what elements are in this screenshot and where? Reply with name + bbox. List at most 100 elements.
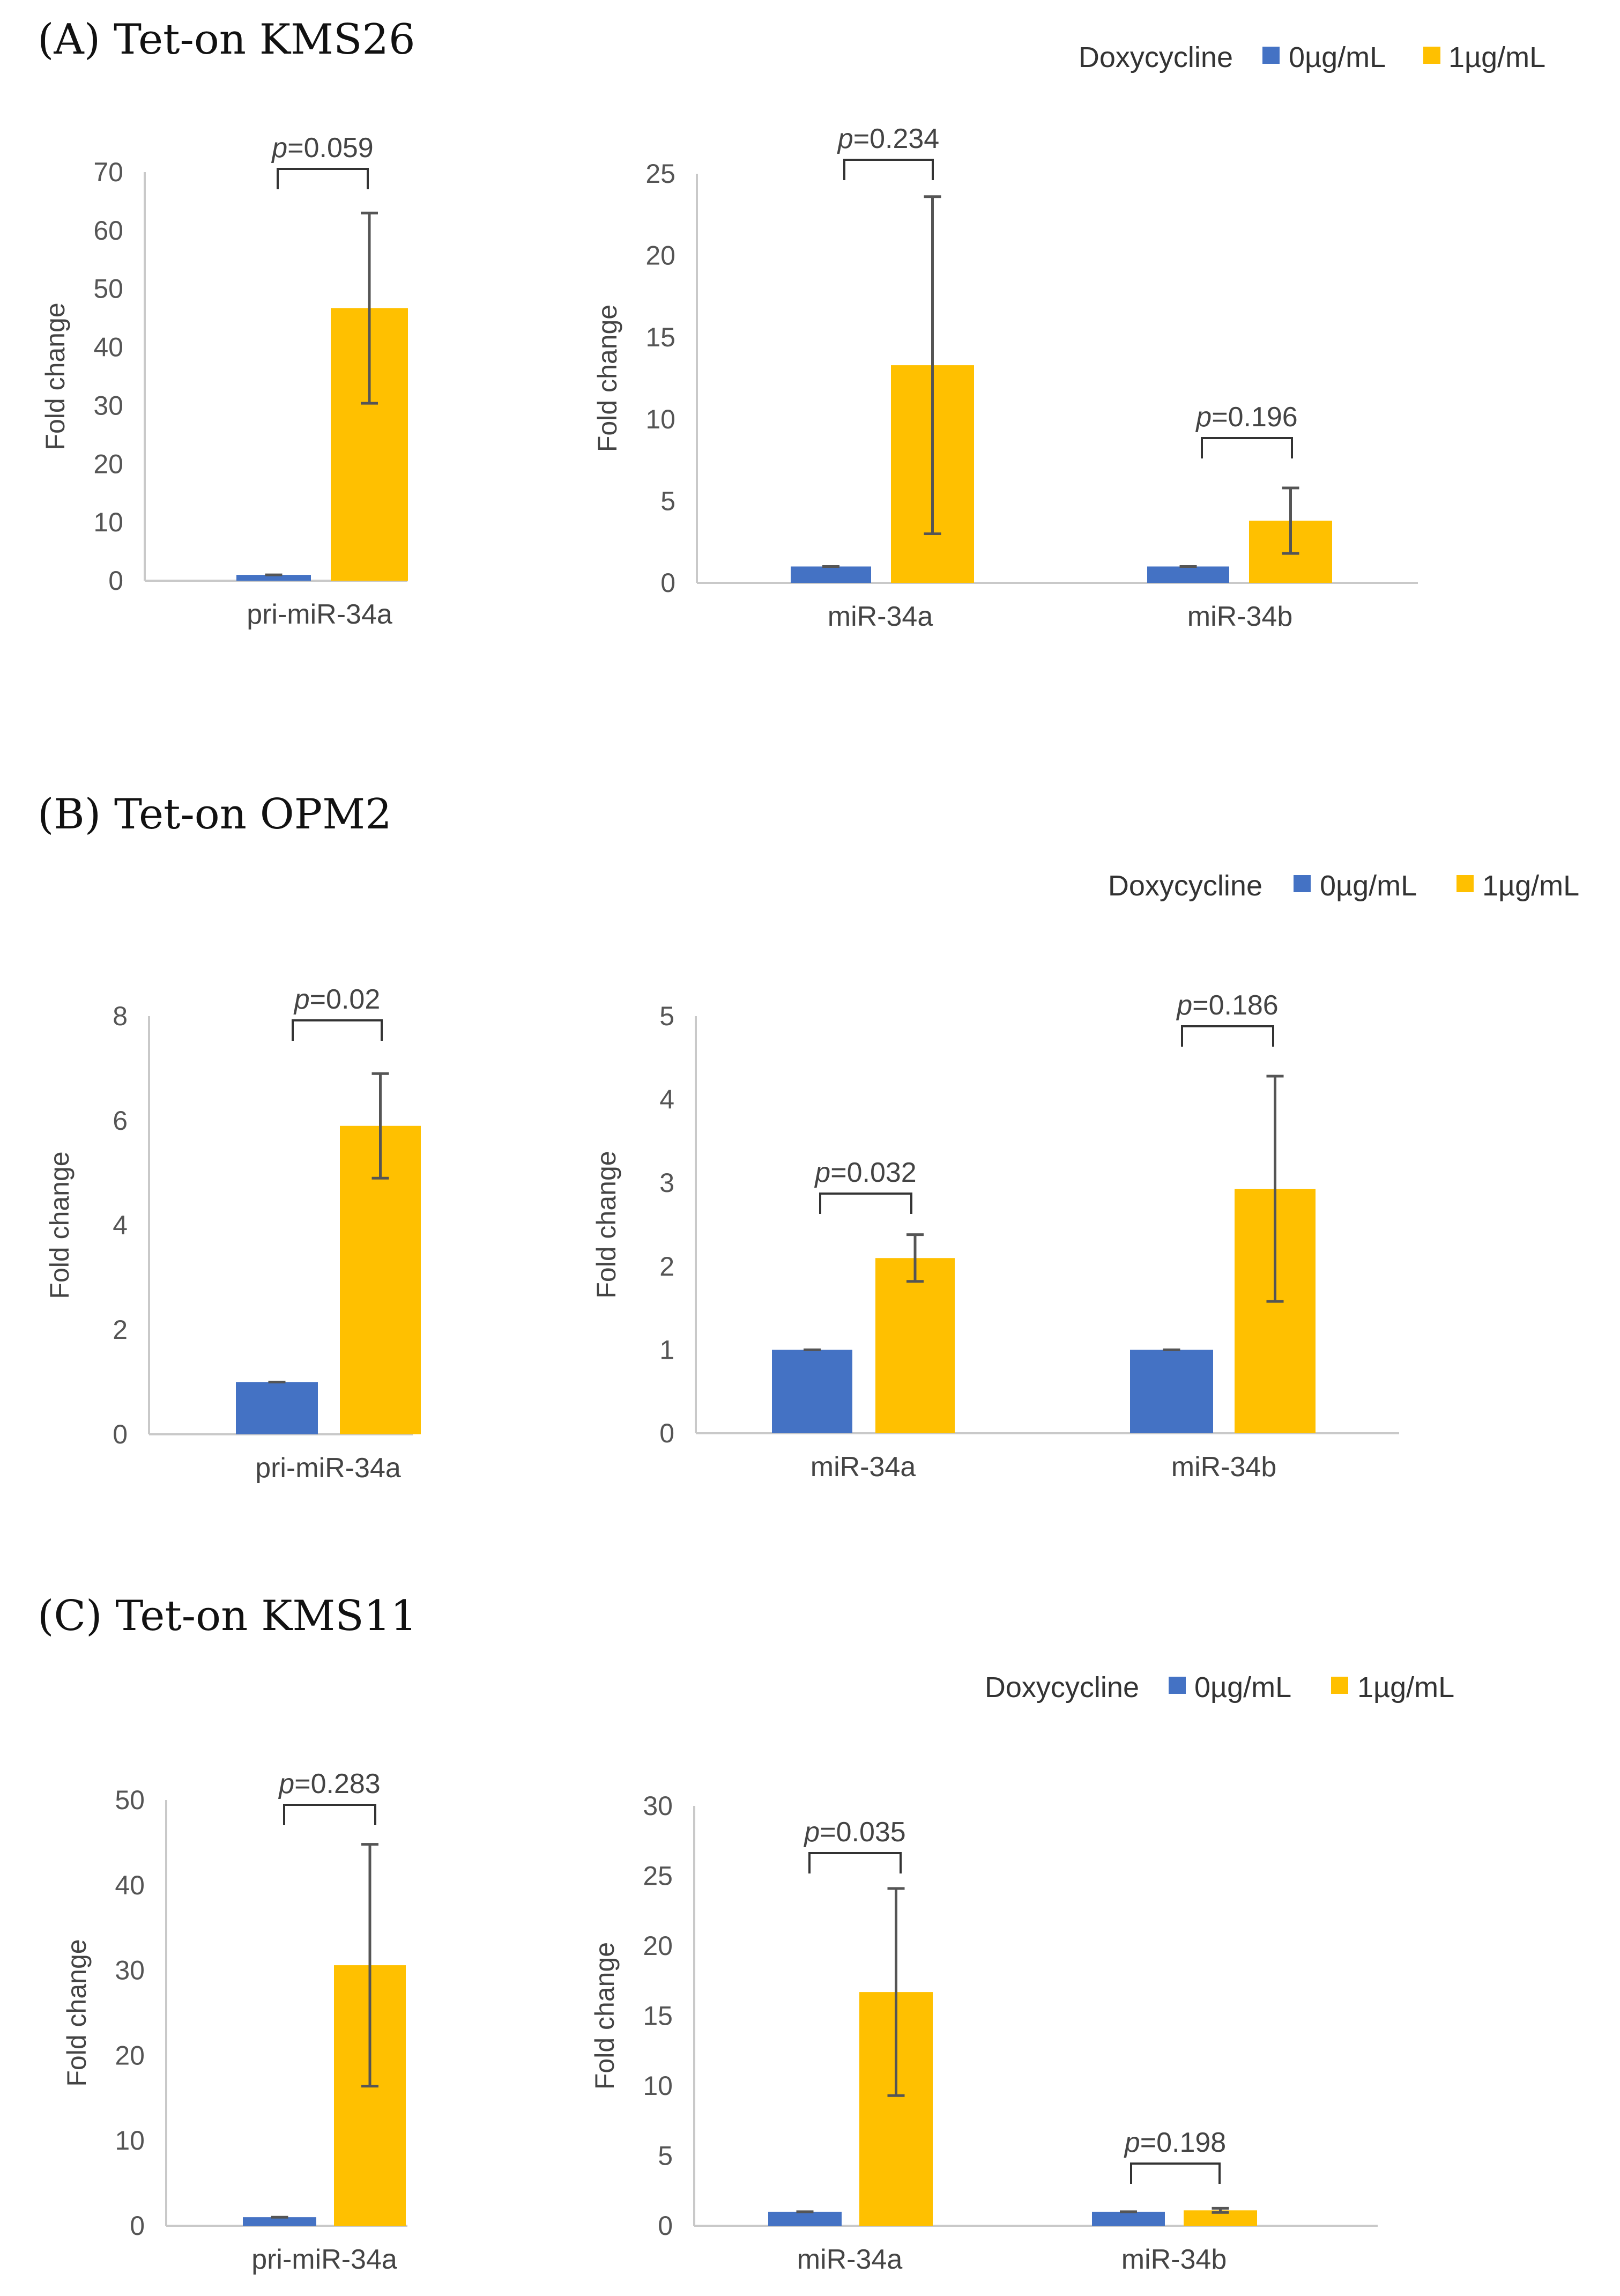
y-tick-label: 15 bbox=[645, 322, 675, 352]
bar-dox-0-pri-mir-34a bbox=[243, 2217, 316, 2226]
y-tick-label: 25 bbox=[643, 1861, 673, 1891]
y-tick-label: 20 bbox=[93, 449, 123, 479]
y-tick-label: 50 bbox=[115, 1785, 145, 1815]
significance-bracket bbox=[292, 1019, 383, 1041]
y-tick-label: 40 bbox=[93, 332, 123, 362]
bar-dox-0-mir-34a bbox=[772, 1350, 852, 1433]
y-tick-label: 40 bbox=[115, 1870, 145, 1900]
y-tick-label: 5 bbox=[660, 486, 675, 516]
y-tick-label: 10 bbox=[645, 404, 675, 434]
p-value-label: p=0.035 bbox=[803, 1817, 905, 1848]
p-value-label: p=0.059 bbox=[271, 132, 373, 164]
y-axis-label: Fold change bbox=[590, 1942, 620, 2090]
y-tick-label: 8 bbox=[113, 1001, 128, 1031]
p-value-label: p=0.186 bbox=[1176, 990, 1278, 1021]
p-value-label: p=0.283 bbox=[278, 1768, 380, 1799]
y-tick-label: 15 bbox=[643, 2001, 673, 2031]
significance-bracket bbox=[1201, 437, 1293, 458]
y-tick-label: 0 bbox=[108, 566, 123, 596]
y-tick-label: 1 bbox=[659, 1335, 674, 1365]
significance-bracket bbox=[843, 159, 934, 180]
panel-title-a: (A) Tet-on KMS26 bbox=[38, 16, 415, 64]
y-tick-label: 4 bbox=[113, 1210, 128, 1240]
category-label: miR-34a bbox=[828, 601, 933, 632]
y-tick-label: 5 bbox=[658, 2141, 673, 2171]
legend-swatch-blue bbox=[1262, 47, 1280, 64]
y-tick-label: 30 bbox=[93, 390, 123, 420]
y-tick-label: 4 bbox=[659, 1085, 674, 1115]
y-tick-label: 10 bbox=[643, 2071, 673, 2101]
legend-label-1: 1µg/mL bbox=[1357, 1671, 1454, 1704]
chart-5: 0 5 10 15 20 25 30 Fold change miR-34a miR-34b p=0… bbox=[590, 1791, 1378, 2275]
bar-dox-0-mir-34a bbox=[791, 566, 871, 583]
category-label: miR-34a bbox=[811, 1451, 916, 1483]
legend-title: Doxycycline bbox=[985, 1671, 1139, 1704]
y-tick-label: 0 bbox=[113, 1419, 128, 1449]
legend-label-1: 1µg/mL bbox=[1482, 870, 1579, 902]
significance-bracket bbox=[1130, 2162, 1221, 2184]
y-tick-label: 50 bbox=[93, 274, 123, 304]
p-value-label: p=0.02 bbox=[293, 984, 381, 1015]
chart-4: 0 10 20 30 40 50 Fold change pri-miR-34a p=0.283 bbox=[62, 1768, 407, 2275]
legend-label-1: 1µg/mL bbox=[1448, 41, 1545, 73]
y-tick-label: 6 bbox=[113, 1106, 128, 1136]
category-label: pri-miR-34a bbox=[247, 599, 392, 630]
chart-0: 0 10 20 30 40 50 60 70 Fold change pri-miR-34a p=0… bbox=[40, 132, 408, 630]
significance-bracket bbox=[819, 1193, 912, 1214]
y-axis-label: Fold change bbox=[40, 302, 70, 450]
legend-swatch-gold bbox=[1331, 1677, 1348, 1694]
category-label: pri-miR-34a bbox=[255, 1453, 401, 1484]
p-value-label: p=0.196 bbox=[1195, 402, 1297, 433]
y-tick-label: 20 bbox=[115, 2040, 145, 2070]
y-tick-label: 25 bbox=[645, 159, 675, 189]
legend-2: Doxycycline 0µg/mL 1µg/mL bbox=[985, 1671, 1454, 1704]
legend-1: Doxycycline 0µg/mL 1µg/mL bbox=[1108, 870, 1579, 902]
bar-dox-0-mir-34b bbox=[1092, 2211, 1165, 2226]
y-tick-label: 3 bbox=[659, 1168, 674, 1198]
y-tick-label: 30 bbox=[643, 1791, 673, 1821]
panel-title-c: (C) Tet-on KMS11 bbox=[38, 1592, 417, 1640]
y-axis-label: Fold change bbox=[591, 1151, 621, 1298]
legend-title: Doxycycline bbox=[1108, 870, 1262, 902]
y-tick-label: 0 bbox=[130, 2211, 145, 2241]
y-tick-label: 0 bbox=[659, 1418, 674, 1448]
bar-dox-1-mir-34a bbox=[875, 1258, 955, 1433]
category-label: miR-34b bbox=[1187, 601, 1293, 632]
y-tick-label: 5 bbox=[659, 1001, 674, 1031]
chart-2: 0 2 4 6 8 Fold change pri-miR-34a p=0.02 bbox=[44, 984, 421, 1484]
y-axis-label: Fold change bbox=[592, 305, 622, 452]
category-label: miR-34a bbox=[797, 2244, 903, 2275]
y-tick-label: 70 bbox=[93, 157, 123, 187]
chart-1: 0 5 10 15 20 25 Fold change miR-34a miR-34b p=0.2… bbox=[592, 123, 1418, 632]
legend-label-0: 0µg/mL bbox=[1289, 41, 1386, 73]
y-tick-label: 10 bbox=[93, 507, 123, 537]
p-value-label: p=0.032 bbox=[814, 1157, 916, 1188]
y-tick-label: 2 bbox=[113, 1315, 128, 1345]
category-label: pri-miR-34a bbox=[251, 2244, 397, 2275]
legend-title: Doxycycline bbox=[1079, 41, 1233, 73]
significance-bracket bbox=[277, 168, 369, 189]
y-axis-label: Fold change bbox=[62, 1939, 92, 2086]
legend-swatch-gold bbox=[1423, 47, 1440, 64]
p-value-label: p=0.198 bbox=[1124, 2127, 1226, 2158]
y-tick-label: 60 bbox=[93, 216, 123, 246]
bar-dox-0-pri-mir-34a bbox=[236, 1382, 318, 1434]
legend-label-0: 0µg/mL bbox=[1320, 870, 1417, 902]
y-tick-label: 10 bbox=[115, 2125, 145, 2156]
legend-swatch-blue bbox=[1169, 1677, 1186, 1694]
bar-dox-0-pri-mir-34a bbox=[236, 575, 311, 581]
chart-3: 0 1 2 3 4 5 Fold change miR-34a miR-34b p=0.032 p=… bbox=[591, 990, 1399, 1483]
significance-bracket bbox=[283, 1804, 376, 1825]
y-tick-label: 0 bbox=[660, 568, 675, 598]
legend-swatch-blue bbox=[1294, 875, 1311, 892]
p-value-label: p=0.234 bbox=[837, 123, 939, 154]
significance-bracket bbox=[808, 1852, 902, 1873]
legend-0: Doxycycline 0µg/mL 1µg/mL bbox=[1079, 41, 1545, 73]
legend-label-0: 0µg/mL bbox=[1194, 1671, 1291, 1704]
bar-dox-0-mir-34b bbox=[1130, 1350, 1213, 1433]
significance-bracket bbox=[1181, 1025, 1274, 1047]
panel-title-b: (B) Tet-on OPM2 bbox=[38, 790, 392, 839]
bar-dox-0-mir-34b bbox=[1147, 566, 1229, 583]
y-tick-label: 0 bbox=[658, 2211, 673, 2241]
